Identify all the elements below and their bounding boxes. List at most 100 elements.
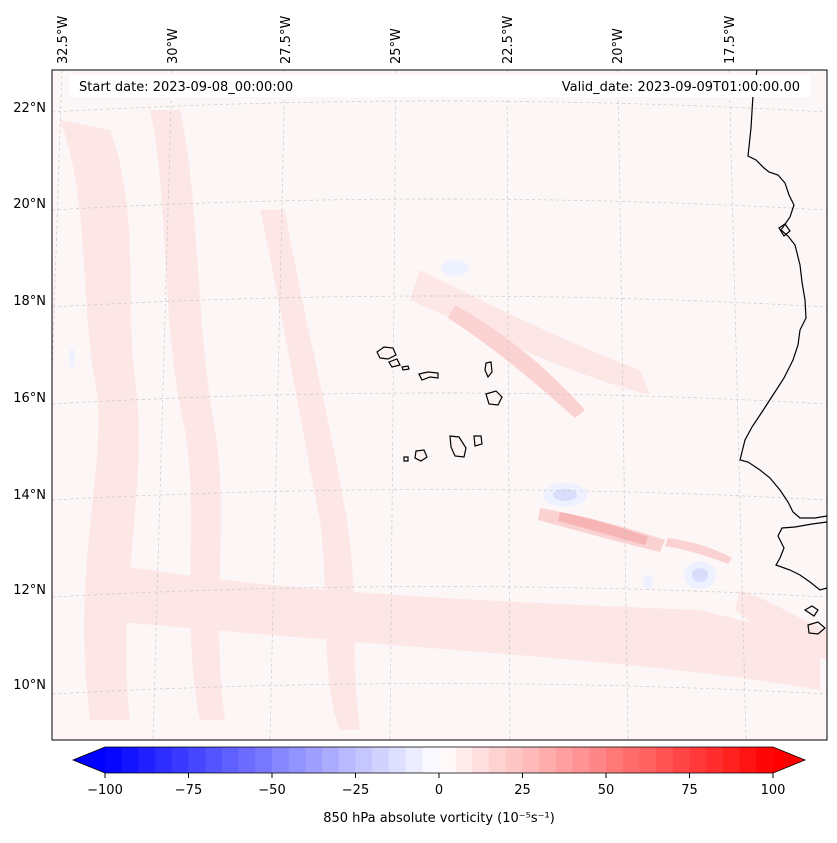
colorbar-swatch — [205, 747, 223, 773]
colorbar-tick-label: −100 — [87, 783, 123, 798]
parallel-22n — [52, 100, 827, 113]
colorbar-swatch — [555, 747, 573, 773]
colorbar-swatch — [505, 747, 523, 773]
island-santa-luzia — [401, 365, 410, 371]
negative-patch-central-core — [553, 489, 577, 501]
coastline-gambia-guinea — [775, 521, 827, 591]
meridian-20w — [617, 70, 629, 740]
positive-patch-coast — [735, 590, 827, 660]
island-santo-antao — [376, 346, 397, 360]
colorbar-swatch — [522, 747, 540, 773]
colorbar-ticks — [104, 773, 774, 778]
parallel-10n — [52, 683, 827, 695]
lon-label-30w: 30°W — [166, 28, 181, 64]
meridian-30w — [152, 70, 173, 740]
colorbar-tick-label: 75 — [681, 783, 698, 798]
colorbar-swatch — [756, 747, 774, 773]
colorbar: −100 −75 −50 −25 0 25 50 75 100 850 hPa … — [71, 746, 807, 826]
island-santiago — [449, 435, 467, 458]
colorbar-tick-label: 50 — [598, 783, 615, 798]
colorbar-swatch — [155, 747, 173, 773]
lat-label-16n: 16°N — [13, 391, 46, 406]
lat-label-20n: 20°N — [13, 197, 46, 212]
colorbar-swatch — [572, 747, 590, 773]
colorbar-swatch — [388, 747, 406, 773]
colorbar-high-extension — [773, 747, 805, 773]
positive-streak-northwest — [448, 305, 585, 418]
positive-band-south — [90, 560, 820, 690]
meridian-17-5w — [728, 70, 747, 740]
graticule — [52, 70, 827, 740]
parallel-20n — [52, 198, 827, 211]
parallel-18n — [52, 295, 827, 308]
map-panel: Start date: 2023-09-08_00:00:00 Valid_da… — [52, 70, 827, 740]
colorbar-swatch — [422, 747, 440, 773]
lat-label-12n: 12°N — [13, 583, 46, 598]
meridian-27-5w — [269, 70, 286, 740]
colorbar-tick-label: −75 — [175, 783, 202, 798]
lon-label-27-5w: 27.5°W — [279, 16, 294, 64]
colorbar-tick-label: −50 — [258, 783, 285, 798]
colorbar-swatch — [472, 747, 490, 773]
colorbar-swatch — [656, 747, 674, 773]
colorbar-swatch — [322, 747, 340, 773]
parallel-16n — [52, 392, 827, 405]
colorbar-swatch — [288, 747, 306, 773]
colorbar-swatch — [121, 747, 139, 773]
longitude-labels: 32.5°W 30°W 27.5°W 25°W 22.5°W 20°W 17.5… — [56, 16, 738, 64]
lat-label-10n: 10°N — [13, 678, 46, 693]
colorbar-swatch — [355, 747, 373, 773]
positive-streak-east — [665, 538, 732, 564]
african-coastline — [739, 70, 827, 635]
positive-band-west-2 — [150, 110, 225, 720]
lon-label-25w: 25°W — [389, 28, 404, 64]
colorbar-swatch — [489, 747, 507, 773]
latitude-labels: 22°N 20°N 18°N 16°N 14°N 12°N 10°N — [13, 101, 46, 693]
positive-band-north — [410, 270, 650, 395]
parallel-14n — [52, 489, 827, 501]
island-sao-nicolau — [418, 371, 439, 381]
island-brava — [403, 456, 409, 462]
colorbar-swatch — [639, 747, 657, 773]
colorbar-swatch — [221, 747, 239, 773]
colorbar-swatch — [238, 747, 256, 773]
colorbar-swatches — [105, 747, 774, 773]
colorbar-tick-label: −25 — [342, 783, 369, 798]
colorbar-low-extension — [73, 747, 105, 773]
colorbar-swatch — [539, 747, 557, 773]
colorbar-swatch — [739, 747, 757, 773]
colorbar-swatch — [706, 747, 724, 773]
colorbar-swatch — [272, 747, 290, 773]
start-date-label: Start date: 2023-09-08_00:00:00 — [79, 80, 293, 95]
colorbar-tick-label: 25 — [514, 783, 531, 798]
colorbar-swatch — [255, 747, 273, 773]
coastline-bissagos — [803, 605, 826, 635]
island-fogo — [414, 449, 428, 462]
lon-label-32-5w: 32.5°W — [56, 16, 71, 64]
coastline-mauritania-senegal — [739, 70, 827, 519]
colorbar-swatch — [305, 747, 323, 773]
colorbar-swatch — [622, 747, 640, 773]
island-maio — [473, 435, 483, 447]
colorbar-swatch — [722, 747, 740, 773]
colorbar-tick-label: 0 — [435, 783, 443, 798]
negative-patch-northcentral — [441, 260, 469, 276]
colorbar-swatch — [372, 747, 390, 773]
vorticity-negative-patches — [69, 260, 716, 589]
lon-label-20w: 20°W — [611, 28, 626, 64]
island-sao-vicente — [388, 358, 401, 368]
lon-label-22-5w: 22.5°W — [501, 16, 516, 64]
header-strip — [70, 75, 810, 97]
colorbar-swatch — [138, 747, 156, 773]
negative-patch-east-core — [692, 568, 708, 582]
parallel-12n — [52, 586, 827, 598]
colorbar-tick-label: 100 — [761, 783, 786, 798]
colorbar-swatch — [689, 747, 707, 773]
valid-date-label: Valid_date: 2023-09-09T01:00:00.00 — [562, 80, 800, 95]
colorbar-swatch — [589, 747, 607, 773]
lat-label-22n: 22°N — [13, 101, 46, 116]
lat-label-14n: 14°N — [13, 488, 46, 503]
colorbar-swatch — [439, 747, 457, 773]
negative-patch-west — [69, 348, 75, 368]
colorbar-swatch — [171, 747, 189, 773]
